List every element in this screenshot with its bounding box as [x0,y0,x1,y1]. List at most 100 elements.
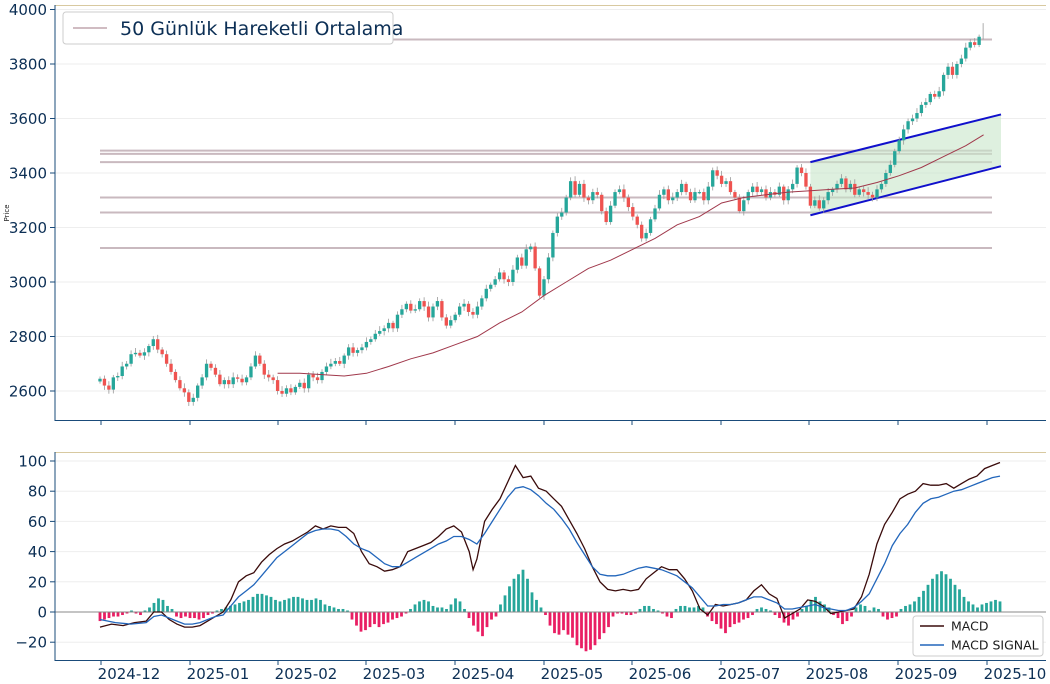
histogram-bar-negative [575,612,579,646]
candle-down [626,197,631,208]
candle-down [466,303,471,312]
channel-lower-line [810,165,1002,217]
x-tick-label: 2025-02 [275,665,338,683]
candle-up [964,47,968,59]
candle-up [564,197,568,213]
histogram-bar-positive [503,595,507,612]
histogram-bar-negative [476,612,480,632]
candle-up [244,377,249,383]
histogram-bar-negative [616,612,619,614]
histogram-bar-negative [557,612,561,635]
candle-up [777,186,781,195]
candle-down [502,272,506,280]
histogram-bar-negative [791,612,795,620]
candle-down [338,361,342,364]
histogram-bar-negative [715,612,718,625]
candle-down [409,303,413,311]
histogram-bar-negative [179,612,183,619]
histogram-bar-positive [256,593,259,612]
histogram-bar-negative [350,612,354,620]
histogram-bar-negative [602,612,606,634]
candle-down [537,268,542,296]
candle-up [786,189,790,201]
candle-down [950,66,955,75]
histogram-bar-negative [184,612,187,617]
candlesticks [98,23,984,406]
histogram-bar-positive [328,605,331,612]
candle-down [631,207,635,217]
histogram-bar-negative [890,612,894,619]
candle-down [471,311,475,315]
candle-up [671,197,675,201]
histogram-bar-positive [521,569,525,612]
candle-up [196,385,200,398]
histogram-bar-negative [193,612,196,619]
histogram-bar-negative [629,612,633,616]
histogram-bar-positive [463,608,466,612]
candle-up [129,354,133,364]
histogram-bar-positive [764,608,768,612]
histogram-bar-positive [229,605,232,612]
histogram-bar-positive [305,599,309,612]
candle-up [795,167,799,184]
candle-up [835,183,839,190]
histogram-bar-negative [607,612,610,628]
candle-down [808,186,813,206]
candle-up [342,355,346,364]
candle-up [386,322,391,329]
histogram-bar-positive [440,607,444,612]
candle-up [493,279,497,285]
candle-down [737,197,742,212]
histogram-bar-negative [481,612,484,637]
moving-average-line [277,134,984,377]
x-tick-label: 2025-10 [984,665,1047,683]
histogram-bar-negative [553,612,556,634]
candle-up [955,64,959,75]
candle-up [435,301,440,307]
candle-down [688,192,693,201]
candle-up [724,181,728,184]
x-tick-label: 2025-03 [363,665,426,683]
candle-up [884,173,888,184]
histogram-bar-negative [584,612,588,652]
histogram-bar-negative [625,612,628,616]
candle-down [240,378,244,383]
candle-down [640,224,644,239]
histogram-bar-positive [530,592,534,612]
histogram-bar-positive [526,578,529,612]
candle-up [298,382,302,387]
candle-up [662,189,666,195]
candle-up [191,397,195,402]
histogram-bar-negative [206,612,210,616]
candle-up [98,378,102,382]
histogram-bar-positive [922,590,925,612]
candle-up [400,309,404,315]
candle-up [453,314,457,321]
candle-up [293,386,298,393]
x-tick-label: 2025-01 [187,665,250,683]
histogram-bar-positive [949,578,952,612]
histogram-bar-negative [634,612,637,614]
histogram-bar-negative [368,612,372,628]
x-tick-label: 2025-04 [452,665,515,683]
candle-up [546,257,551,280]
candle-down [533,246,537,269]
candle-down [164,354,169,364]
trend-channel [810,113,1002,217]
histogram-bar-positive [260,593,264,612]
histogram-bar-negative [728,612,732,628]
histogram-bar-positive [161,599,165,612]
candle-up [480,298,484,307]
candle-down [138,352,142,356]
histogram-bar-negative [116,612,120,617]
candle-up [711,170,715,187]
histogram-bar-positive [769,610,772,612]
candle-up [511,269,515,282]
candle-up [151,339,155,347]
histogram-bar-positive [827,607,831,612]
candle-down [799,167,804,173]
candle-up [116,376,120,378]
histogram-bar-negative [404,612,408,614]
histogram-bar-positive [904,605,907,612]
candle-down [635,216,639,225]
